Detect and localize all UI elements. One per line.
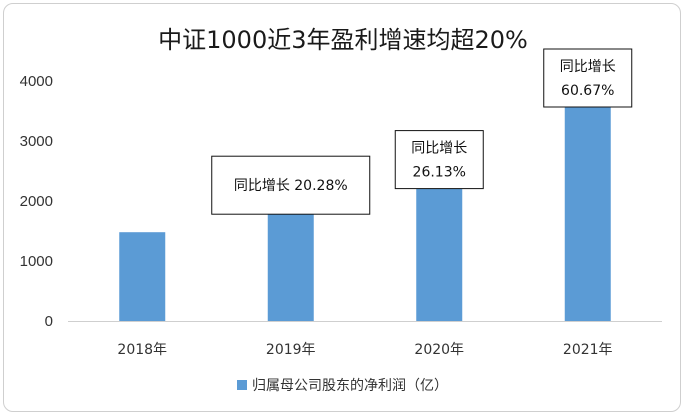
annotation-text: 同比增长 20.28% xyxy=(234,178,348,194)
y-tick-label: 0 xyxy=(45,313,53,330)
annotation-text: 同比增长 xyxy=(411,141,467,157)
annotation-box: 同比增长 60.67% xyxy=(543,48,633,108)
annotation-text: 60.67% xyxy=(561,83,614,99)
annotation-text: 同比增长 xyxy=(560,59,616,75)
annotation-border xyxy=(211,155,371,215)
annotation-box: 同比增长 20.28% xyxy=(211,155,371,215)
x-tick-label: 2019年 xyxy=(266,342,316,358)
y-tick-label: 2000 xyxy=(20,193,53,210)
annotation-border xyxy=(394,130,484,190)
bar xyxy=(267,214,314,321)
x-axis: 2018年 2019年 2020年 2021年 xyxy=(117,342,612,358)
annotation-box: 同比增长 26.13% xyxy=(394,130,484,190)
annotation-text: 26.13% xyxy=(413,165,466,181)
x-tick-label: 2020年 xyxy=(414,342,464,358)
annotations: 同比增长 20.28% 同比增长 26.13% 同比增长 60.67% xyxy=(211,48,633,215)
x-tick-label: 2021年 xyxy=(563,342,613,358)
y-tick-label: 4000 xyxy=(20,73,53,90)
chart-title: 中证1000近3年盈利增速均超20% xyxy=(158,26,528,54)
y-axis: 0 1000 2000 3000 4000 xyxy=(20,73,53,330)
annotation-border xyxy=(543,48,633,108)
legend-label: 归属母公司股东的净利润（亿） xyxy=(252,377,448,394)
bar xyxy=(119,232,166,321)
bar xyxy=(564,105,611,321)
bar xyxy=(416,186,463,321)
legend: 归属母公司股东的净利润（亿） xyxy=(237,377,448,394)
y-tick-label: 1000 xyxy=(20,253,53,270)
legend-swatch xyxy=(237,380,247,390)
bars xyxy=(119,105,611,321)
y-tick-label: 3000 xyxy=(20,133,53,150)
x-tick-label: 2018年 xyxy=(117,342,167,358)
